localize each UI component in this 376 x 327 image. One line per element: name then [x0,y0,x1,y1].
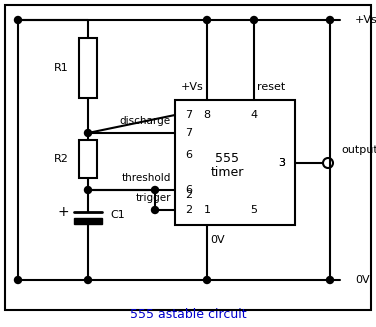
Circle shape [203,277,211,284]
Text: trigger: trigger [135,193,171,203]
Circle shape [250,16,258,24]
Text: output: output [341,145,376,155]
Text: +: + [58,205,69,219]
Text: threshold: threshold [121,173,171,183]
Text: reset: reset [257,82,285,92]
Circle shape [326,16,334,24]
Circle shape [85,277,91,284]
Circle shape [85,129,91,136]
Text: 2: 2 [185,190,192,200]
Circle shape [152,186,159,194]
Circle shape [326,277,334,284]
Text: R2: R2 [54,154,69,164]
Circle shape [85,186,91,194]
Circle shape [152,206,159,214]
Text: timer: timer [210,166,244,179]
Text: +Vs: +Vs [181,82,204,92]
Bar [79,38,97,98]
Circle shape [203,16,211,24]
Text: 3: 3 [278,158,285,168]
Text: 0V: 0V [355,275,370,285]
Bar [74,218,102,224]
Text: R1: R1 [54,63,69,73]
Text: 5: 5 [250,205,258,215]
Text: 7: 7 [185,128,192,138]
Text: 4: 4 [250,110,258,120]
Circle shape [15,16,21,24]
Text: +Vs: +Vs [355,15,376,25]
Circle shape [15,277,21,284]
Text: 6: 6 [185,150,192,160]
Text: discharge: discharge [120,116,171,126]
Text: 3: 3 [278,158,285,168]
Text: 1: 1 [203,205,211,215]
Text: 8: 8 [203,110,211,120]
Text: 2: 2 [185,205,192,215]
Text: C1: C1 [110,210,125,220]
Text: 7: 7 [185,110,192,120]
Text: 555 astable circuit: 555 astable circuit [130,308,246,321]
Text: 555: 555 [215,152,239,165]
Text: 0V: 0V [210,235,224,245]
Bar [79,140,97,178]
Bar [175,100,295,225]
Text: 6: 6 [185,185,192,195]
